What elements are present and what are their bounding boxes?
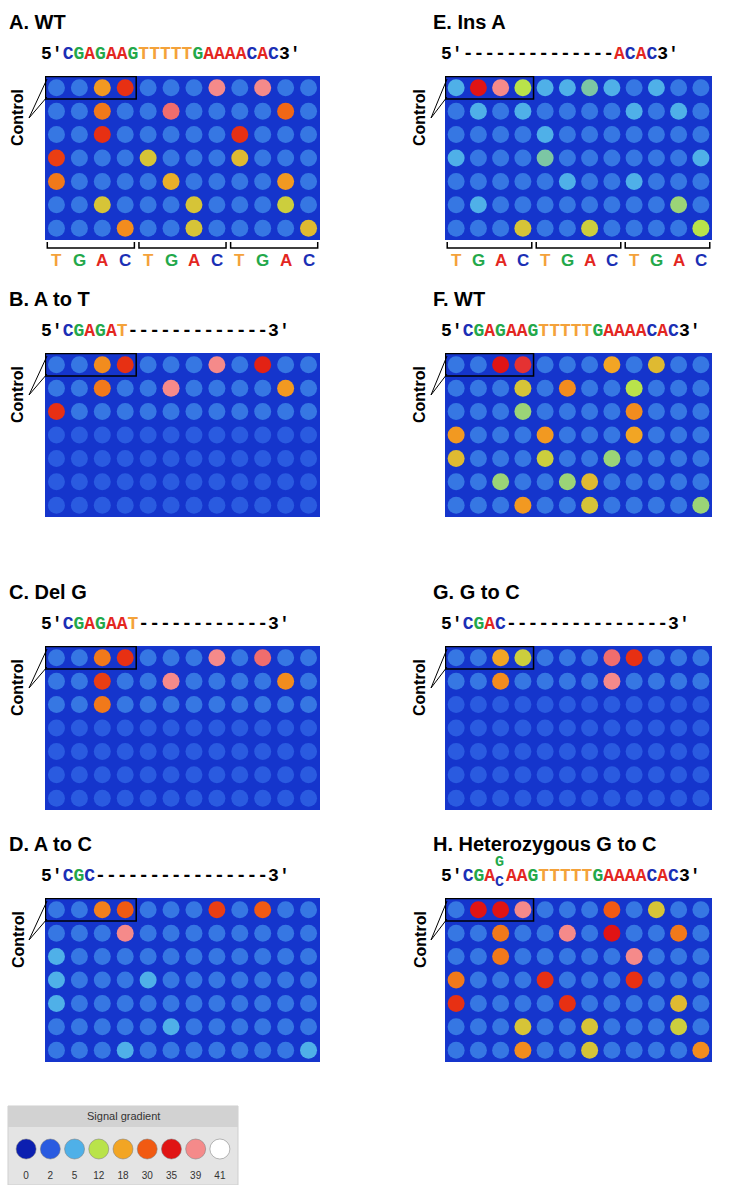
svg-text:35: 35	[166, 1170, 178, 1181]
svg-text:5'CGC----------------3': 5'CGC----------------3'	[41, 866, 290, 886]
svg-text:Control: Control	[412, 911, 429, 968]
svg-text:5'CGAC---------------3': 5'CGAC---------------3'	[441, 614, 690, 634]
svg-text:Control: Control	[411, 366, 428, 423]
svg-text:39: 39	[190, 1170, 202, 1181]
svg-text:C: C	[606, 251, 618, 270]
svg-text:G: G	[256, 251, 269, 270]
svg-text:C: C	[303, 251, 315, 270]
svg-text:H. Heterozygous G to C: H. Heterozygous G to C	[433, 833, 656, 855]
svg-text:5: 5	[72, 1170, 78, 1181]
svg-text:A: A	[584, 251, 596, 270]
svg-text:T: T	[143, 251, 154, 270]
svg-text:A: A	[280, 251, 292, 270]
svg-text:5'CGAGAAGTTTTTGAAAACAC3': 5'CGAGAAGTTTTTGAAAACAC3'	[441, 321, 701, 341]
svg-text:0: 0	[23, 1170, 29, 1181]
svg-text:B. A to T: B. A to T	[9, 288, 90, 310]
svg-text:T: T	[451, 251, 462, 270]
svg-text:GC: GC	[495, 854, 504, 891]
svg-text:5'CGA AAGTTTTTGAAAACAC3': 5'CGA AAGTTTTTGAAAACAC3'	[441, 866, 701, 886]
svg-text:T: T	[51, 251, 62, 270]
svg-text:12: 12	[93, 1170, 105, 1181]
svg-text:A: A	[188, 251, 200, 270]
svg-text:F. WT: F. WT	[433, 288, 485, 310]
svg-text:Control: Control	[9, 659, 26, 716]
svg-text:Control: Control	[411, 659, 428, 716]
svg-text:30: 30	[142, 1170, 154, 1181]
svg-text:C: C	[119, 251, 131, 270]
svg-text:E. Ins A: E. Ins A	[433, 11, 506, 33]
svg-text:C: C	[695, 251, 707, 270]
svg-text:G: G	[472, 251, 485, 270]
svg-text:T: T	[540, 251, 551, 270]
svg-text:Control: Control	[9, 366, 26, 423]
svg-text:2: 2	[48, 1170, 54, 1181]
svg-text:Control: Control	[10, 911, 27, 968]
svg-text:T: T	[629, 251, 640, 270]
svg-text:A: A	[495, 251, 507, 270]
svg-text:Control: Control	[9, 89, 26, 146]
svg-text:C. Del G: C. Del G	[9, 581, 87, 603]
svg-text:G: G	[561, 251, 574, 270]
svg-text:18: 18	[117, 1170, 129, 1181]
svg-text:5'CGAGAT-------------3': 5'CGAGAT-------------3'	[41, 321, 290, 341]
svg-text:C: C	[517, 251, 529, 270]
svg-text:5'CGAGAAGTTTTTGAAAACAC3': 5'CGAGAAGTTTTTGAAAACAC3'	[41, 44, 301, 64]
svg-text:G: G	[73, 251, 86, 270]
svg-text:41: 41	[214, 1170, 226, 1181]
svg-text:A: A	[673, 251, 685, 270]
svg-text:Control: Control	[411, 89, 428, 146]
svg-text:5'CGAGAAT------------3': 5'CGAGAAT------------3'	[41, 614, 290, 634]
svg-text:T: T	[234, 251, 245, 270]
svg-text:G: G	[650, 251, 663, 270]
svg-text:A: A	[96, 251, 108, 270]
svg-text:G. G to C: G. G to C	[433, 581, 520, 603]
svg-text:A. WT: A. WT	[9, 11, 66, 33]
svg-text:D. A to C: D. A to C	[9, 833, 92, 855]
svg-text:Signal gradient: Signal gradient	[87, 1110, 160, 1122]
svg-text:5'--------------ACAC3': 5'--------------ACAC3'	[441, 44, 679, 64]
svg-text:C: C	[211, 251, 223, 270]
svg-text:G: G	[165, 251, 178, 270]
